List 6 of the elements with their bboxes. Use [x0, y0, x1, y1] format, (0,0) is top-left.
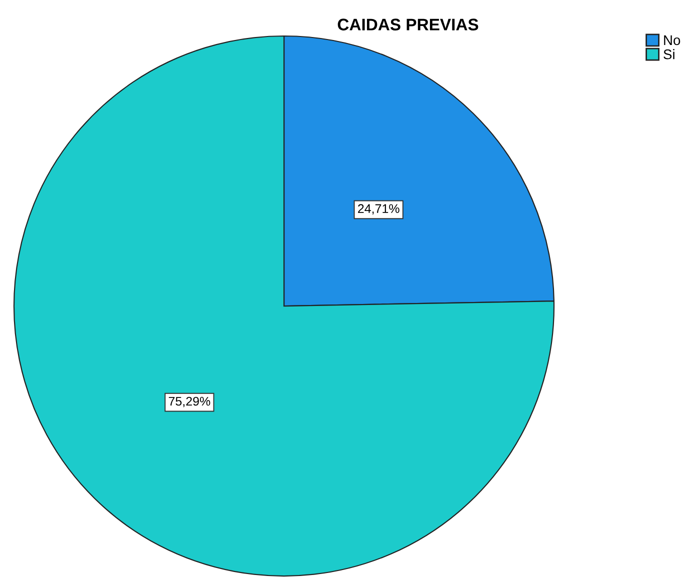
pie-slice — [13, 35, 555, 577]
legend-label: Si — [664, 49, 674, 60]
data-label: 75,29% — [168, 396, 210, 408]
data-label: 24,71% — [358, 204, 400, 215]
legend-label: No — [664, 35, 680, 46]
chart-title: CAIDAS PREVIAS — [338, 18, 478, 30]
